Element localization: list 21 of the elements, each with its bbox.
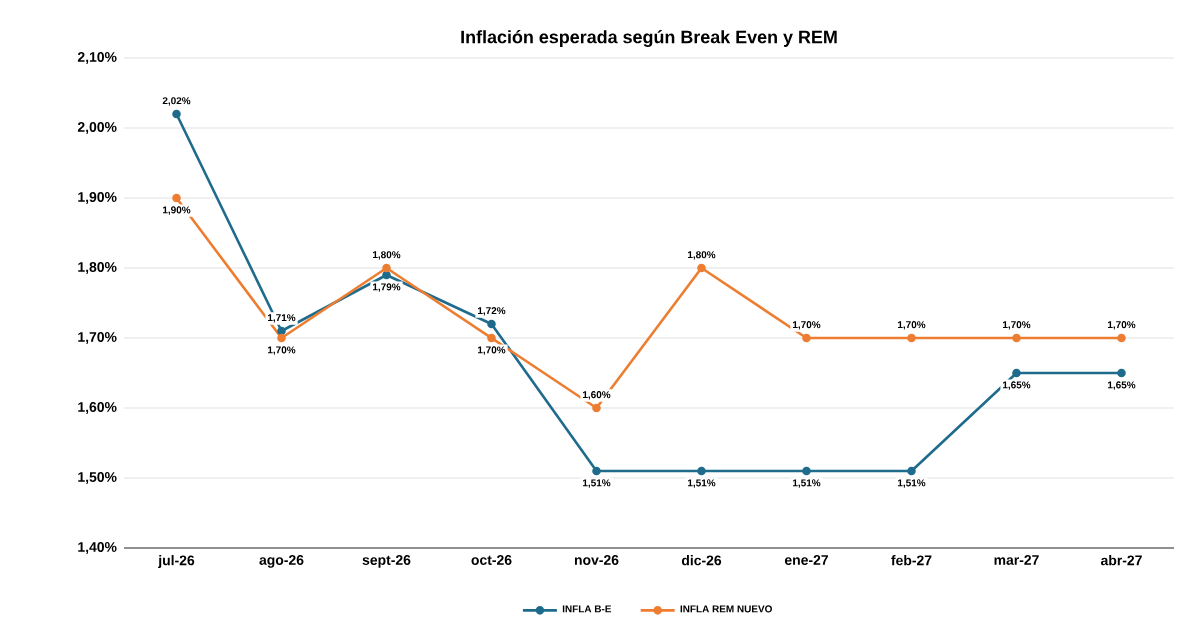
point [697, 466, 706, 476]
point [277, 326, 286, 336]
point [907, 333, 916, 343]
point [697, 263, 706, 273]
point [802, 466, 811, 476]
point [172, 193, 181, 203]
point [382, 270, 391, 280]
point [592, 403, 601, 413]
chart-title: Inflación esperada según Break Even y REM [461, 30, 837, 47]
point [1012, 333, 1021, 343]
point [802, 333, 811, 343]
point [487, 319, 496, 329]
point [172, 109, 181, 119]
point [382, 263, 391, 273]
point [1117, 368, 1126, 378]
point [277, 333, 286, 343]
point [1012, 368, 1021, 378]
point [1117, 333, 1126, 343]
point [907, 466, 916, 476]
point [487, 333, 496, 343]
point [592, 466, 601, 476]
